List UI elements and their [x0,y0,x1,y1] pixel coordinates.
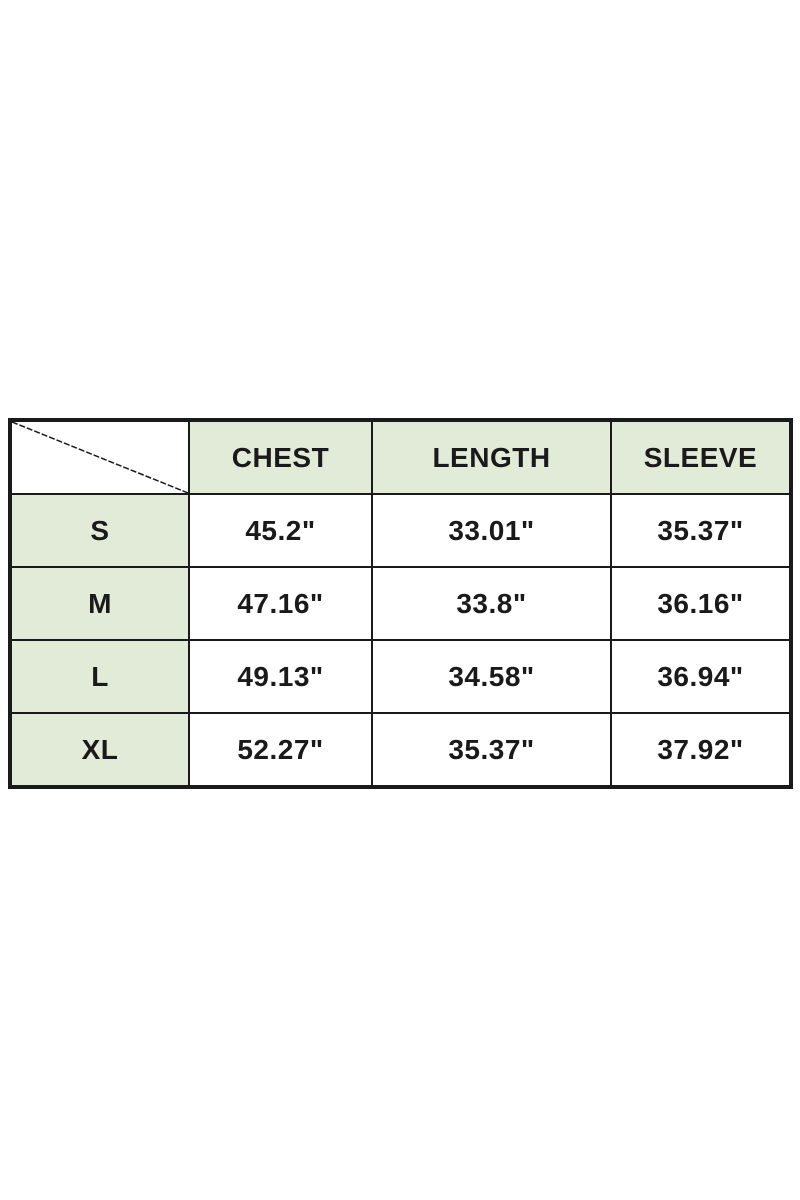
size-label-m: M [9,566,190,641]
column-header-length: LENGTH [371,419,612,495]
cell-m-sleeve: 36.16" [610,566,792,641]
header-row: CHEST LENGTH SLEEVE [9,419,792,495]
cell-l-length: 34.58" [371,639,612,714]
cell-l-chest: 49.13" [188,639,373,714]
size-label-xl: XL [9,712,190,788]
size-label-s: S [9,493,190,568]
cell-xl-sleeve: 37.92" [610,712,792,788]
cell-s-length: 33.01" [371,493,612,568]
diagonal-line-icon [12,422,188,493]
cell-xl-length: 35.37" [371,712,612,788]
table-row-l: L 49.13" 34.58" 36.94" [9,639,792,714]
size-chart-table: CHEST LENGTH SLEEVE S 45.2" 33.01" 35.37… [8,418,793,789]
corner-cell [9,419,190,495]
cell-m-chest: 47.16" [188,566,373,641]
cell-m-length: 33.8" [371,566,612,641]
column-header-chest: CHEST [188,419,373,495]
table-row-m: M 47.16" 33.8" 36.16" [9,566,792,641]
size-label-l: L [9,639,190,714]
cell-xl-chest: 52.27" [188,712,373,788]
cell-s-chest: 45.2" [188,493,373,568]
table-row-s: S 45.2" 33.01" 35.37" [9,493,792,568]
table-row-xl: XL 52.27" 35.37" 37.92" [9,712,792,788]
cell-l-sleeve: 36.94" [610,639,792,714]
column-header-sleeve: SLEEVE [610,419,792,495]
cell-s-sleeve: 35.37" [610,493,792,568]
